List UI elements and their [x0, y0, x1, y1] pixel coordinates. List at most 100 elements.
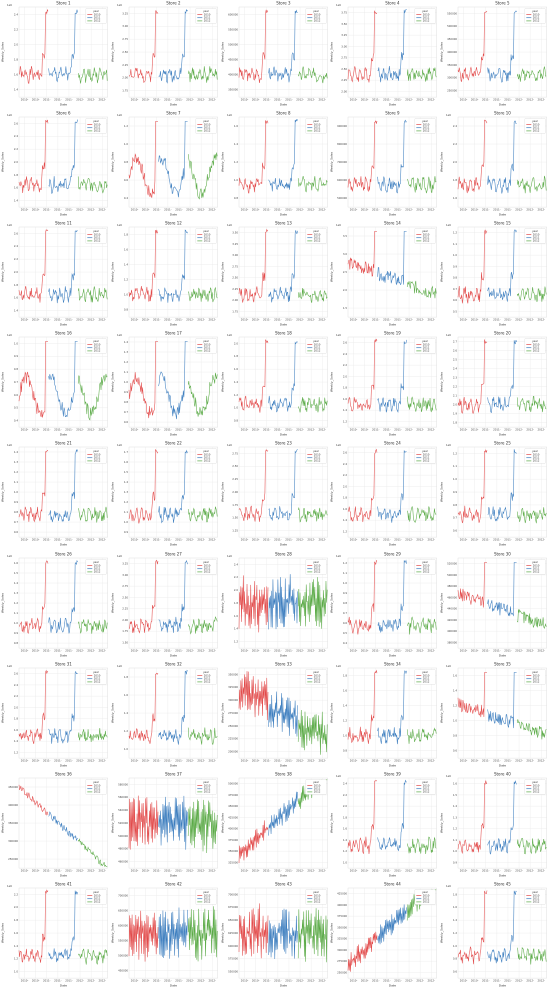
- panel-title: Store 19: [384, 331, 401, 336]
- x-axis-label: Date: [60, 983, 67, 987]
- x-tick-label: 2011-: [504, 538, 512, 542]
- panel-title: Store 12: [165, 221, 182, 226]
- series-line-2011: [267, 230, 298, 303]
- x-tick-label: 2010-: [131, 318, 139, 322]
- x-tick-label: 2012-: [417, 538, 425, 542]
- series-line-2010: [457, 890, 488, 965]
- legend-entry: 2011: [313, 676, 320, 680]
- legend-title: year: [313, 670, 320, 673]
- panel-store-42: Store 42 450000 500000 550000 600000 650000 70…: [110, 881, 220, 991]
- y-tick-label: 2.7: [453, 340, 457, 344]
- y-tick-label: 2.2: [14, 892, 18, 896]
- x-axis-label: Date: [170, 653, 177, 657]
- legend-entry: 2011: [533, 566, 540, 570]
- legend-entry: 2012: [204, 679, 211, 683]
- y-tick-label: 2.4: [453, 367, 457, 371]
- x-tick-label: 2011-: [43, 978, 51, 982]
- x-tick-label: 2010-: [251, 97, 259, 101]
- series-line-2011: [377, 559, 408, 632]
- series-line-2010: [348, 931, 378, 972]
- panel-title: Store 13: [275, 221, 292, 226]
- legend-entry: 2012: [313, 349, 320, 353]
- x-tick-label: 2010-: [471, 318, 479, 322]
- x-tick-label: 2010-: [142, 868, 150, 872]
- y-tick-label: 400000: [228, 72, 238, 76]
- x-tick-label: 2010-: [350, 758, 358, 762]
- y-tick-label: 425000: [338, 891, 348, 895]
- x-tick-label: 2011-: [395, 978, 403, 982]
- x-tick-label: 2011-: [43, 538, 51, 542]
- y-tick-label: 350000: [228, 672, 238, 676]
- panel-store-32: Store 32 1e6 1.0 1.2 1.4 1.6 1.8 2010- 2010- 2011…: [110, 661, 220, 771]
- series-line-2010: [128, 230, 158, 302]
- y-tick-label: 2.0: [453, 160, 457, 164]
- x-tick-label: 2011-: [175, 208, 183, 212]
- x-tick-label: 2012-: [538, 538, 546, 542]
- x-tick-label: 2011-: [175, 97, 183, 101]
- y-axis-label: Weekly_Sales: [330, 42, 334, 63]
- y-tick-label: 2.50: [232, 276, 238, 280]
- legend-title: year: [93, 781, 100, 784]
- y-tick-label: 1.5: [14, 570, 18, 574]
- axis-exponent: 1e6: [336, 333, 341, 337]
- x-tick-label: 2011-: [263, 538, 271, 542]
- y-tick-label: 1.0: [14, 490, 18, 494]
- axis-exponent: 1e6: [446, 664, 451, 668]
- panel-store-14: Store 14 1e6 1.5 2.0 2.5 3.0 3.5 2010- 2010- 2011…: [329, 220, 439, 330]
- x-tick-label: 2010-: [361, 868, 369, 872]
- y-tick-label: 2.75: [232, 452, 238, 456]
- x-axis-label: Date: [389, 103, 396, 107]
- series-line-2012: [187, 373, 218, 417]
- x-tick-label: 2010-: [350, 978, 358, 982]
- axis-exponent: 1e6: [336, 554, 341, 558]
- x-axis-label: Date: [60, 653, 67, 657]
- y-tick-label: 2.00: [122, 617, 128, 621]
- y-tick-label: 1.1: [453, 242, 457, 246]
- y-tick-label: 1.2: [453, 703, 457, 707]
- x-tick-label: 2010-: [21, 538, 29, 542]
- y-tick-label: 1.0: [14, 342, 18, 346]
- x-tick-label: 2012-: [318, 978, 326, 982]
- x-tick-label: 2011-: [274, 868, 282, 872]
- x-tick-label: 2012-: [208, 97, 216, 101]
- series-line-2011: [267, 908, 298, 959]
- panel-store-13: Store 13 1e6 1.75 2.00 2.25 2.50 2.75 3.00 3.25 3…: [220, 220, 330, 330]
- y-tick-label: 900000: [338, 124, 348, 128]
- y-tick-label: 1.2: [14, 956, 18, 960]
- x-tick-label: 2011-: [263, 318, 271, 322]
- y-tick-label: 0.8: [124, 160, 128, 164]
- legend-title: year: [93, 340, 100, 343]
- series-line-2011: [267, 449, 298, 521]
- series-line-2011: [267, 791, 298, 836]
- x-tick-label: 2012-: [417, 318, 425, 322]
- legend-entry: 2012: [423, 679, 430, 683]
- panel-store-7: Store 7 1e6 0.4 0.6 0.8 1.0 1.2 2010- 2010- 2011-…: [110, 110, 220, 220]
- x-tick-label: 2011-: [164, 208, 172, 212]
- x-tick-label: 2011-: [504, 758, 512, 762]
- x-tick-label: 2012-: [197, 208, 205, 212]
- y-tick-label: 300000: [447, 76, 457, 80]
- series-line-2010: [128, 795, 159, 850]
- y-tick-label: 2.0: [14, 705, 18, 709]
- y-tick-label: 2.6: [14, 232, 18, 236]
- legend-title: year: [532, 560, 539, 563]
- y-tick-label: 250000: [447, 89, 457, 93]
- y-tick-label: 1.8: [14, 173, 18, 177]
- x-tick-label: 2011-: [175, 648, 183, 652]
- x-tick-label: 2010-: [350, 318, 358, 322]
- panel-title: Store 1: [56, 1, 71, 6]
- legend-entry: 2010: [533, 12, 540, 16]
- x-tick-label: 2010-: [131, 208, 139, 212]
- y-tick-label: 2.00: [342, 89, 348, 93]
- panel-svg: Store 22 1e6 0.9 1.0 1.1 1.2 1.3 1.4 1.5 1.6 1.7 20…: [110, 441, 218, 547]
- x-tick-label: 2010-: [471, 758, 479, 762]
- x-tick-label: 2011-: [504, 97, 512, 101]
- panel-store-3: Store 3 350000 400000 450000 500000 550000 600…: [220, 0, 330, 110]
- x-tick-label: 2011-: [65, 758, 73, 762]
- y-tick-label: 1.0: [453, 849, 457, 853]
- axis-exponent: 1e6: [117, 113, 122, 117]
- y-axis-label: Weekly_Sales: [1, 482, 5, 503]
